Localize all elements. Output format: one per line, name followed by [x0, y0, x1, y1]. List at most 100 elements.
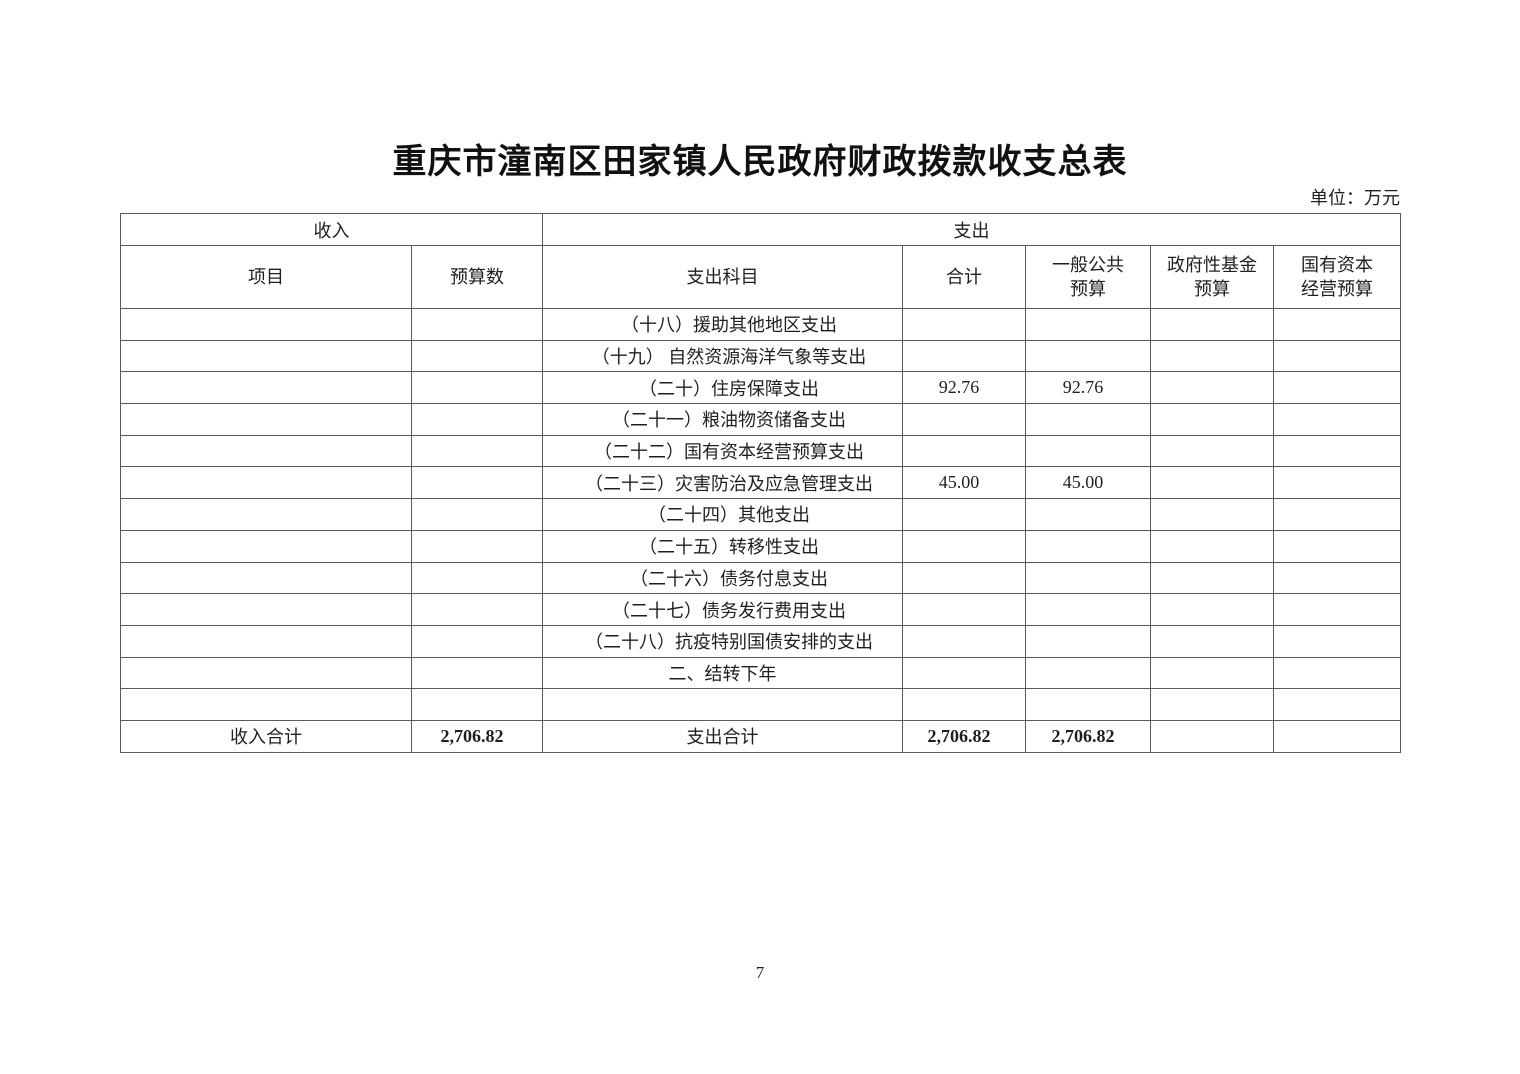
expense-fund-cell [1150, 371, 1274, 405]
income-item-cell [120, 371, 412, 405]
expense-total-cell [902, 688, 1026, 721]
col-header-general-public: 一般公共 预算 [1025, 245, 1151, 309]
expense-general-cell [1025, 561, 1151, 595]
expense-total-cell [902, 339, 1026, 373]
col-header-subject: 支出科目 [542, 245, 903, 309]
income-total-amount: 2,706.82 [411, 719, 543, 753]
expense-capital-cell [1272, 688, 1402, 721]
income-item-cell [120, 561, 412, 595]
income-total-label: 收入合计 [120, 719, 412, 753]
expense-general-cell [1025, 403, 1151, 436]
expense-total-label: 支出合计 [542, 719, 903, 753]
col-header-total: 合计 [902, 245, 1026, 309]
col-header-state-capital: 国有资本 经营预算 [1272, 245, 1402, 309]
income-item-cell [120, 656, 412, 690]
expense-subject-cell [542, 688, 903, 721]
expense-general-cell [1025, 308, 1151, 341]
expense-total-cell [902, 561, 1026, 595]
expense-subject-cell: （十八）援助其他地区支出 [542, 308, 903, 341]
income-item-cell [120, 466, 412, 500]
expense-capital-cell [1272, 624, 1402, 658]
expense-total-cell [902, 593, 1026, 626]
budget-summary-table: 收入 支出 项目 预算数 支出科目 合计 一般公共 预算 政府性基金 预算 国有… [120, 213, 1402, 753]
unit-note: 单位：万元 [1310, 188, 1400, 208]
expense-subject-cell: （二十三）灾害防治及应急管理支出 [542, 466, 903, 500]
column-header-row: 项目 预算数 支出科目 合计 一般公共 预算 政府性基金 预算 国有资本 经营预… [120, 245, 1402, 309]
expense-capital-cell [1272, 561, 1402, 595]
expense-total-cell: 45.00 [902, 466, 1026, 500]
expense-general-cell [1025, 593, 1151, 626]
expense-fund-cell [1150, 561, 1274, 595]
income-budget-cell [411, 371, 543, 405]
expense-general-cell: 92.76 [1025, 371, 1151, 405]
table-row: （二十四）其他支出 [120, 498, 1402, 531]
expense-subject-cell: （二十二）国有资本经营预算支出 [542, 434, 903, 468]
income-budget-cell [411, 656, 543, 690]
expense-capital-cell [1272, 339, 1402, 373]
expense-total-amount: 2,706.82 [902, 719, 1026, 753]
table-row: （十九） 自然资源海洋气象等支出 [120, 339, 1402, 373]
table-row: （二十六）债务付息支出 [120, 561, 1402, 595]
page-title: 重庆市潼南区田家镇人民政府财政拨款收支总表 [392, 143, 1128, 181]
expense-capital-cell [1272, 308, 1402, 341]
income-item-cell [120, 498, 412, 531]
expense-fund-cell [1150, 434, 1274, 468]
expense-fund-cell [1150, 308, 1274, 341]
expense-capital-cell [1272, 529, 1402, 563]
income-item-cell [120, 593, 412, 626]
expense-total-cell [902, 498, 1026, 531]
expense-general-cell [1025, 656, 1151, 690]
income-budget-cell [411, 498, 543, 531]
expense-capital-cell [1272, 466, 1402, 500]
expense-capital-cell [1272, 434, 1402, 468]
income-item-cell [120, 403, 412, 436]
expense-subject-cell: （二十八）抗疫特别国债安排的支出 [542, 624, 903, 658]
expense-subject-cell: （二十七）债务发行费用支出 [542, 593, 903, 626]
income-budget-cell [411, 308, 543, 341]
table-row: （十八）援助其他地区支出 [120, 308, 1402, 341]
table-row: （二十八）抗疫特别国债安排的支出 [120, 624, 1402, 658]
expense-capital-cell [1272, 593, 1402, 626]
table-row: （二十七）债务发行费用支出 [120, 593, 1402, 626]
expense-subject-cell: （十九） 自然资源海洋气象等支出 [542, 339, 903, 373]
income-budget-cell [411, 434, 543, 468]
expense-subject-cell: 二、结转下年 [542, 656, 903, 690]
expense-total-cell [902, 529, 1026, 563]
expense-capital-total-amount [1272, 719, 1402, 753]
col-header-budget: 预算数 [411, 245, 543, 309]
expense-total-cell [902, 308, 1026, 341]
expense-group-header: 支出 [541, 213, 1402, 246]
income-budget-cell [411, 561, 543, 595]
income-budget-cell [411, 466, 543, 500]
income-item-cell [120, 308, 412, 341]
expense-subject-cell: （二十一）粮油物资储备支出 [542, 403, 903, 436]
expense-subject-cell: （二十）住房保障支出 [542, 371, 903, 405]
table-row: （二十五）转移性支出 [120, 529, 1402, 563]
table-row: （二十）住房保障支出 92.76 92.76 [120, 371, 1402, 405]
income-item-cell [120, 688, 412, 721]
expense-fund-total-amount [1150, 719, 1274, 753]
expense-capital-cell [1272, 403, 1402, 436]
expense-subject-cell: （二十四）其他支出 [542, 498, 903, 531]
expense-total-cell [902, 403, 1026, 436]
expense-total-cell [902, 624, 1026, 658]
expense-total-cell [902, 656, 1026, 690]
income-budget-cell [411, 624, 543, 658]
expense-total-cell: 92.76 [902, 371, 1026, 405]
expense-capital-cell [1272, 656, 1402, 690]
expense-general-cell: 45.00 [1025, 466, 1151, 500]
income-budget-cell [411, 593, 543, 626]
expense-subject-cell: （二十六）债务付息支出 [542, 561, 903, 595]
income-budget-cell [411, 688, 543, 721]
income-item-cell [120, 624, 412, 658]
income-group-header: 收入 [120, 213, 543, 246]
table-row-carryover: 二、结转下年 [120, 656, 1402, 690]
income-item-cell [120, 339, 412, 373]
expense-fund-cell [1150, 624, 1274, 658]
expense-general-cell [1025, 688, 1151, 721]
expense-general-cell [1025, 339, 1151, 373]
col-header-item: 项目 [120, 245, 412, 309]
income-item-cell [120, 529, 412, 563]
expense-subject-cell: （二十五）转移性支出 [542, 529, 903, 563]
